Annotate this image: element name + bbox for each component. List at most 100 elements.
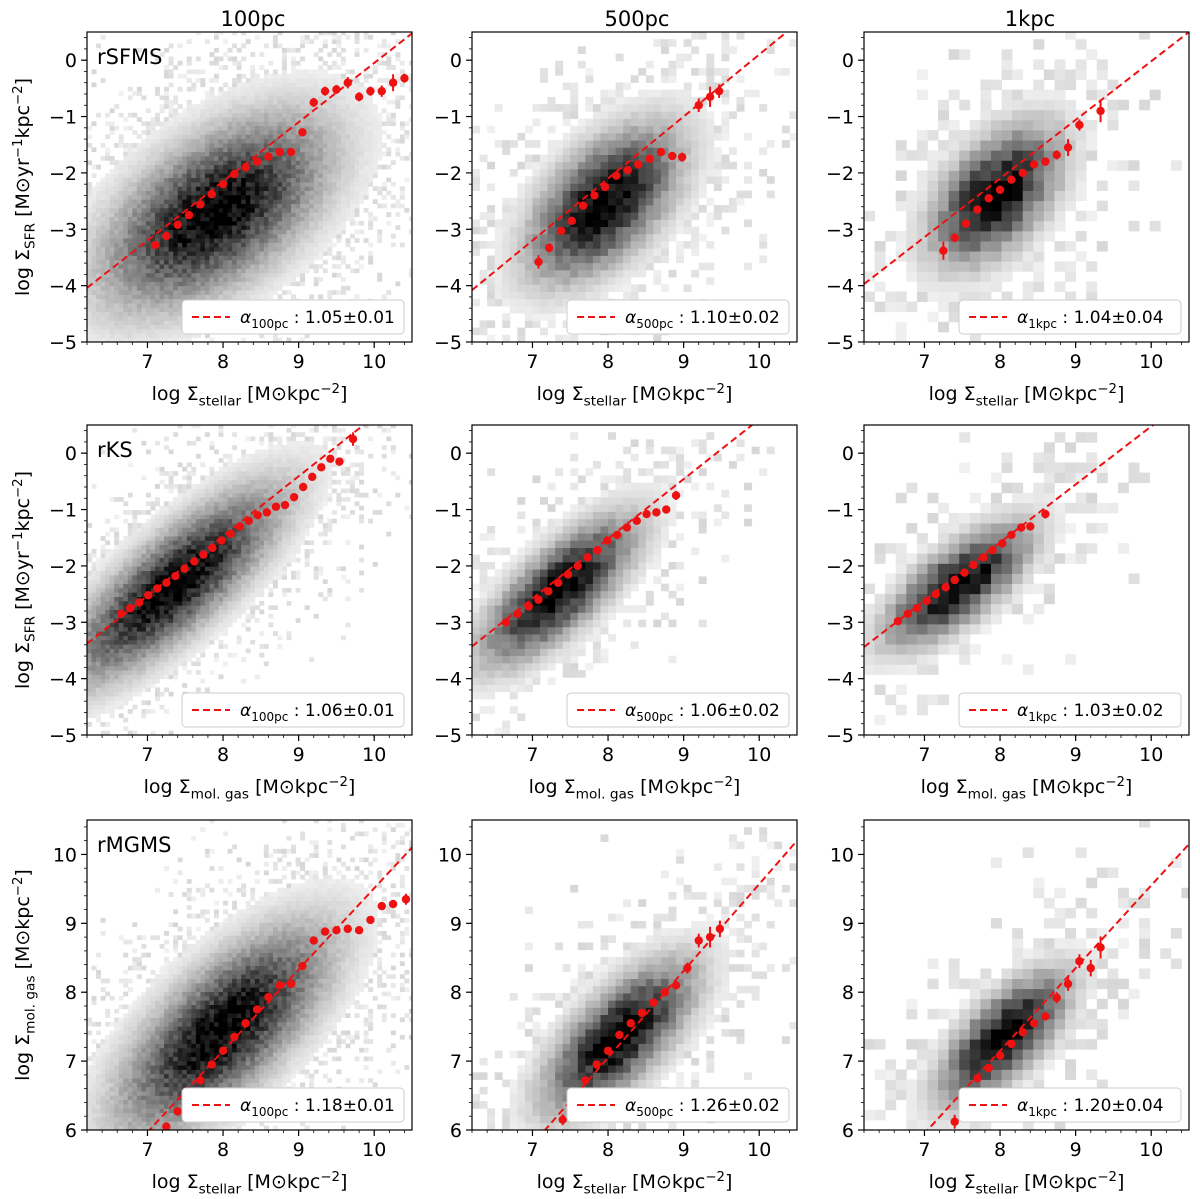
x-axis-label: log Σstellar [M⊙kpc−2] xyxy=(152,382,348,410)
bin-point xyxy=(230,169,239,179)
legend-label: α500pc : 1.06±0.02 xyxy=(625,701,780,724)
bin-point xyxy=(1026,522,1035,531)
bin-point xyxy=(984,194,993,203)
legend: α1kpc : 1.03±0.02 xyxy=(958,692,1182,728)
legend-box xyxy=(958,299,1182,335)
panel-rKS-500pc: 7 8 9 10 log Σmol. gas [M⊙kpc−2] 0 −1 −2 −3 −4 −5 α… xyxy=(434,424,798,802)
y-tick-label: 7 xyxy=(450,1051,462,1073)
bin-point xyxy=(275,147,284,157)
x-tick-label: 7 xyxy=(918,744,930,766)
bin-point xyxy=(567,216,576,226)
y-tick-label: 6 xyxy=(65,1120,77,1142)
y-tick-label: −2 xyxy=(826,163,854,185)
bin-point xyxy=(298,482,308,492)
bin-point xyxy=(190,557,199,566)
bin-point xyxy=(264,152,273,161)
bin-point xyxy=(592,1060,601,1069)
x-axis: 7 8 9 10 log Σstellar [M⊙kpc−2] xyxy=(863,1130,1182,1197)
y-tick-label: −5 xyxy=(826,332,854,354)
y-tick-label: 10 xyxy=(438,844,462,866)
bin-point xyxy=(241,163,250,172)
x-axis: 7 8 9 10 log Σstellar [M⊙kpc−2] xyxy=(86,342,405,410)
x-tick-label: 10 xyxy=(362,744,386,766)
bin-point xyxy=(354,926,364,935)
bin-point xyxy=(134,598,144,607)
legend-value: 1.18±0.01 xyxy=(305,1096,395,1116)
bin-point xyxy=(326,454,335,464)
legend: α1kpc : 1.04±0.04 xyxy=(958,299,1182,335)
y-tick-label: −4 xyxy=(826,669,854,691)
y-tick-label: −4 xyxy=(826,276,854,298)
legend: α1kpc : 1.20±0.04 xyxy=(958,1087,1182,1123)
y-tick-label: −4 xyxy=(49,669,77,691)
bin-point xyxy=(388,78,398,87)
plot-frame xyxy=(863,31,1190,343)
bin-point xyxy=(645,154,654,164)
y-tick-label: 0 xyxy=(65,50,77,72)
x-tick-label: 10 xyxy=(747,351,771,373)
y-axis: 0 −1 −2 −3 −4 −5 xyxy=(826,37,864,354)
x-tick-label: 9 xyxy=(293,1139,305,1161)
bin-point xyxy=(332,85,341,94)
y-tick-label: −3 xyxy=(49,612,77,634)
x-tick-label: 9 xyxy=(1070,744,1082,766)
plot-frame xyxy=(471,424,798,736)
y-axis: 6 7 8 9 10 xyxy=(438,826,472,1142)
x-tick-label: 9 xyxy=(1070,1139,1082,1161)
bin-point xyxy=(207,190,216,199)
legend-value: 1.06±0.02 xyxy=(690,701,780,721)
x-axis: 7 8 9 10 log Σmol. gas [M⊙kpc−2] xyxy=(86,735,405,802)
bin-point xyxy=(1018,1027,1027,1037)
fit-line xyxy=(864,425,1155,648)
bin-point xyxy=(262,508,272,517)
bin-point xyxy=(544,587,553,596)
y-tick-label: −4 xyxy=(434,276,462,298)
y-tick-label: −1 xyxy=(49,107,77,129)
bin-point xyxy=(1041,509,1050,519)
bin-point xyxy=(196,200,205,209)
bin-point xyxy=(1075,120,1084,130)
bin-point xyxy=(623,165,632,175)
y-tick-label: 8 xyxy=(450,982,462,1004)
y-tick-label: −2 xyxy=(826,556,854,578)
density-histogram xyxy=(864,432,1151,726)
bin-point xyxy=(705,932,715,942)
binned-points xyxy=(950,936,1105,1129)
x-tick-label: 10 xyxy=(362,1139,386,1161)
y-tick-label: 8 xyxy=(842,982,854,1004)
x-tick-label: 8 xyxy=(602,744,614,766)
y-tick-label: −2 xyxy=(49,556,77,578)
legend-value: 1.04±0.04 xyxy=(1074,308,1164,328)
bin-point xyxy=(903,609,913,619)
bin-point xyxy=(652,508,661,517)
bin-point xyxy=(622,523,632,532)
y-tick-label: −3 xyxy=(434,219,462,241)
bin-point xyxy=(289,492,299,502)
bin-point xyxy=(144,591,153,600)
bin-point xyxy=(377,901,386,911)
row-label: rSFMS xyxy=(97,45,163,69)
y-tick-label: 0 xyxy=(842,50,854,72)
bin-point xyxy=(366,915,375,925)
x-tick-label: 8 xyxy=(217,1139,229,1161)
bin-point xyxy=(632,516,641,526)
bin-point xyxy=(162,578,171,588)
bin-point xyxy=(171,571,180,581)
bin-point xyxy=(998,539,1007,548)
bin-point xyxy=(501,618,511,627)
bin-point xyxy=(558,1115,567,1124)
legend-box xyxy=(181,1087,405,1123)
x-tick-label: 10 xyxy=(747,1139,771,1161)
bin-point xyxy=(637,1008,647,1018)
bin-point xyxy=(534,257,543,267)
density-histogram xyxy=(87,425,412,735)
binned-points xyxy=(501,490,681,627)
bin-point xyxy=(603,536,612,545)
bin-point xyxy=(1063,143,1073,152)
legend-box xyxy=(181,299,405,335)
bin-point xyxy=(116,609,126,619)
x-tick-label: 10 xyxy=(747,744,771,766)
y-tick-label: −3 xyxy=(826,612,854,634)
legend: α500pc : 1.26±0.02 xyxy=(566,1087,790,1123)
density-histogram xyxy=(472,32,797,342)
